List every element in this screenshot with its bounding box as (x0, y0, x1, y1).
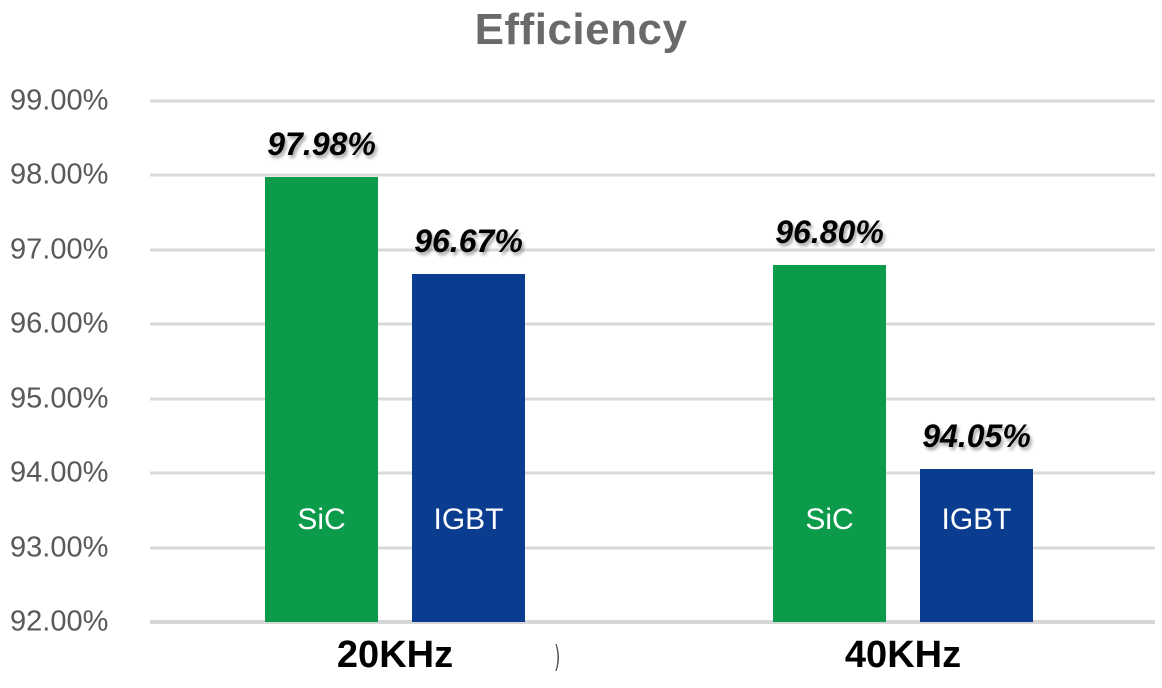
y-axis-tick-label: 92.00% (10, 605, 109, 638)
y-axis-tick-label: 96.00% (10, 307, 109, 340)
gridline (150, 322, 1155, 326)
stray-mark: ) (554, 640, 561, 675)
bar-series-label: SiC (805, 503, 854, 536)
gridline (150, 397, 1155, 401)
y-axis-tick-label: 94.00% (10, 456, 109, 489)
bar-sic-20khz: SiC (265, 176, 378, 622)
gridline (150, 99, 1155, 103)
bar-igbt-40khz: IGBT (920, 469, 1033, 622)
bar-value-label: 96.80% (775, 213, 884, 250)
bar-series-label: IGBT (433, 503, 504, 536)
gridline (150, 471, 1155, 475)
gridline (150, 173, 1155, 177)
bar-series-label: SiC (297, 503, 346, 536)
x-axis-category-label-40khz: 40KHz (844, 634, 962, 676)
bar-igbt-20khz: IGBT (412, 274, 525, 622)
y-axis-tick-label: 98.00% (10, 158, 109, 191)
bar-value-label: 94.05% (922, 418, 1031, 455)
bar-value-label: 97.98% (267, 125, 376, 162)
bar-sic-40khz: SiC (773, 264, 886, 622)
bar-series-label: IGBT (941, 503, 1012, 536)
gridline (150, 620, 1155, 624)
gridline (150, 546, 1155, 550)
y-axis-tick-label: 95.00% (10, 382, 109, 415)
chart-title: Efficiency (474, 5, 688, 54)
x-axis-category-label-20khz: 20KHz (336, 634, 454, 676)
y-axis-tick-label: 93.00% (10, 531, 109, 564)
bar-value-label: 96.67% (414, 223, 523, 260)
y-axis-tick-label: 99.00% (10, 84, 109, 117)
plot-area: SiC 97.98% IGBT 96.67% SiC 96.80% IGBT 94.05% (150, 99, 1155, 624)
y-axis-tick-label: 97.00% (10, 233, 109, 266)
gridline (150, 248, 1155, 252)
